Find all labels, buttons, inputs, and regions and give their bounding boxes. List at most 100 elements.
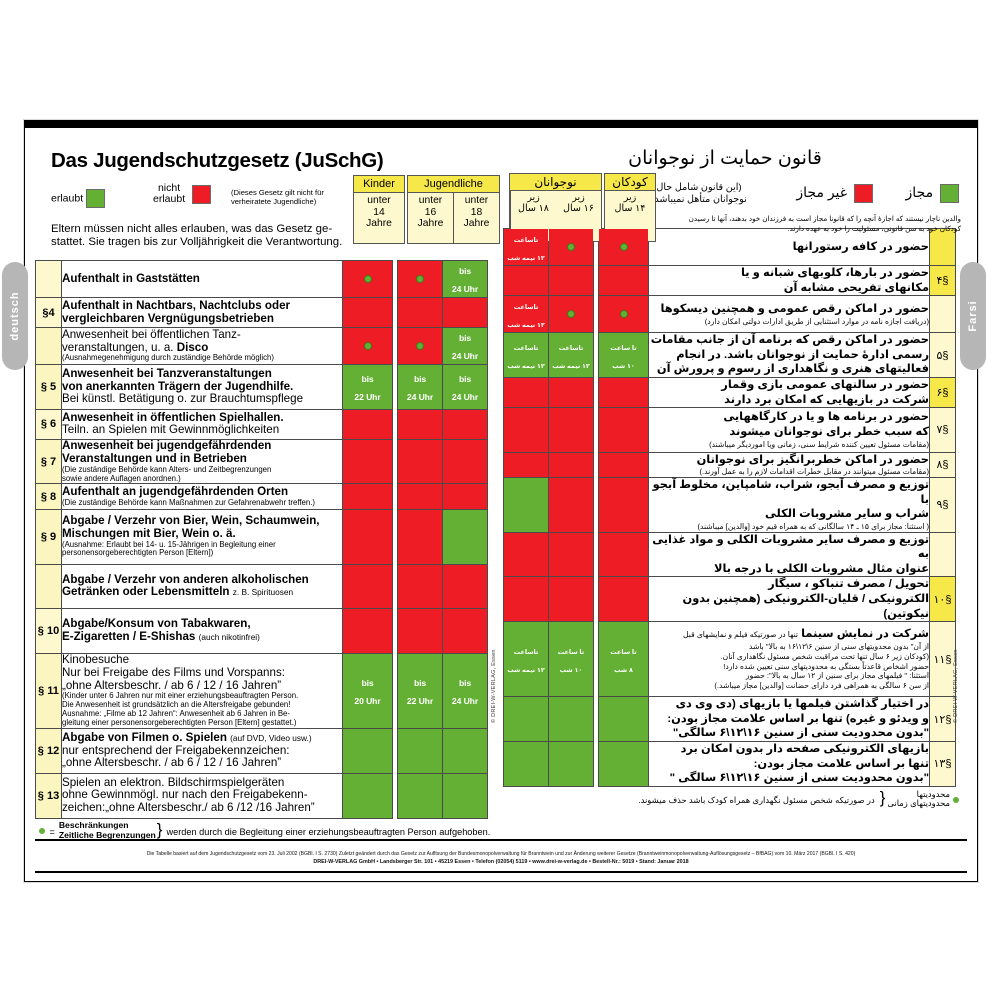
status-cell[interactable] xyxy=(548,741,594,787)
status-cell[interactable] xyxy=(548,228,594,266)
status-cell[interactable]: تا ساعت ۸ شب xyxy=(598,621,649,698)
sidebar-tab-deutsch[interactable]: deutsch xyxy=(2,262,28,370)
status-cell[interactable]: تاساعت ۱۲ نیمه شب xyxy=(503,621,549,698)
status-cell[interactable] xyxy=(598,376,649,409)
status-cell[interactable] xyxy=(598,264,649,297)
row-title: Anwesenheit bei jugendgefährdenden Verans… xyxy=(62,439,272,465)
row-title: در اختیار گذاشتن فیلمها یا بازیهای (دی و… xyxy=(667,698,929,740)
status-cell[interactable] xyxy=(503,264,549,297)
status-cell[interactable] xyxy=(342,608,393,655)
status-cell[interactable] xyxy=(442,508,488,565)
status-cell[interactable] xyxy=(598,477,649,533)
status-cell[interactable] xyxy=(503,531,549,578)
status-cell[interactable]: تاساعت ۱۲ نیمه شب xyxy=(503,295,549,334)
paragraph-number: § 12 xyxy=(35,728,62,774)
status-cell[interactable] xyxy=(598,295,649,334)
status-cell[interactable] xyxy=(342,439,393,485)
status-cell[interactable] xyxy=(442,408,488,441)
status-cell[interactable] xyxy=(397,296,443,329)
dot-icon xyxy=(619,310,628,319)
status-cell[interactable] xyxy=(503,576,549,623)
status-cell[interactable] xyxy=(342,728,393,774)
status-cell[interactable] xyxy=(442,563,488,610)
table-row: §۷ حضور در برنامه ها و یا در کارگاههایی که… xyxy=(503,407,956,453)
status-cell[interactable] xyxy=(442,439,488,485)
row-text-cell: حضور در اماکن رقص که برنامه آن از جانب م… xyxy=(648,332,930,378)
status-cell[interactable]: تاساعت ۱۲ نیمه شب xyxy=(503,228,549,266)
status-cell[interactable] xyxy=(548,696,594,743)
status-cell[interactable] xyxy=(442,483,488,510)
header-u18-age: unter 18 Jahre xyxy=(453,193,499,243)
row-text-cell: Abgabe / Verzehr von Bier, Wein, Schaumw… xyxy=(61,508,343,565)
status-cell[interactable] xyxy=(598,451,649,479)
time-limit-label: تا ساعت ۱۰ شب xyxy=(610,345,637,371)
status-cell[interactable] xyxy=(397,508,443,565)
status-cell[interactable]: bis 22 Uhr xyxy=(397,653,443,730)
status-cell[interactable] xyxy=(442,296,488,329)
status-cell[interactable] xyxy=(598,531,649,578)
status-cell[interactable] xyxy=(548,407,594,453)
status-cell[interactable]: bis 24 Uhr xyxy=(442,653,488,730)
status-cell[interactable]: bis 24 Uhr xyxy=(442,259,488,298)
status-cell[interactable] xyxy=(397,483,443,510)
status-cell[interactable] xyxy=(442,728,488,774)
dot-icon xyxy=(416,274,424,283)
status-cell[interactable] xyxy=(598,228,649,266)
status-cell[interactable] xyxy=(548,451,594,479)
status-cell[interactable] xyxy=(342,563,393,610)
table-row: §۱۲ در اختیار گذاشتن فیلمها یا بازیهای (د… xyxy=(503,696,956,743)
status-cell[interactable] xyxy=(397,728,443,774)
status-cell[interactable]: bis 20 Uhr xyxy=(342,653,393,730)
status-cell[interactable]: bis 22 Uhr xyxy=(342,364,393,410)
status-cell[interactable] xyxy=(598,407,649,453)
status-cell[interactable] xyxy=(442,608,488,655)
status-cell[interactable] xyxy=(397,439,443,485)
german-table: Aufenthalt in Gaststätten bis 24 Uhr §4 Aufe… xyxy=(35,259,488,819)
status-cell[interactable] xyxy=(548,531,594,578)
status-cell[interactable] xyxy=(503,407,549,453)
row-note: (Kinder unter 6 Jahren nur mit einer erz… xyxy=(62,691,299,728)
status-cell[interactable] xyxy=(342,483,393,510)
status-cell[interactable] xyxy=(503,741,549,787)
status-cell[interactable] xyxy=(548,576,594,623)
status-cell[interactable] xyxy=(503,477,549,533)
status-cell[interactable] xyxy=(397,259,443,298)
time-limit-label: bis 20 Uhr xyxy=(354,678,381,707)
farsi-intro-l1: والدین ناچار نیستند که اجازۀ آنچه را که … xyxy=(688,214,961,223)
status-cell[interactable] xyxy=(342,259,393,298)
status-cell[interactable] xyxy=(397,327,443,366)
status-cell[interactable]: bis 24 Uhr xyxy=(442,364,488,410)
row-note: (Ausnahmegenehmigung durch zuständige Be… xyxy=(62,353,274,363)
status-cell[interactable] xyxy=(598,696,649,743)
status-cell[interactable]: تاساعت ۱۲ نیمه شب xyxy=(548,332,594,378)
sidebar-tab-farsi[interactable]: Farsi xyxy=(960,262,986,370)
status-cell[interactable] xyxy=(397,772,443,819)
status-cell[interactable] xyxy=(342,327,393,366)
status-cell[interactable] xyxy=(503,696,549,743)
status-cell[interactable] xyxy=(598,576,649,623)
status-cell[interactable] xyxy=(548,295,594,334)
status-cell[interactable] xyxy=(342,508,393,565)
status-cell[interactable] xyxy=(503,451,549,479)
footnote-term-2: Zeitliche Begrenzungen xyxy=(58,829,156,840)
status-cell[interactable] xyxy=(548,376,594,409)
status-cell[interactable] xyxy=(397,608,443,655)
status-cell[interactable]: تا ساعت ۱۰ شب xyxy=(598,332,649,378)
status-cell[interactable]: bis 24 Uhr xyxy=(442,327,488,366)
row-text-cell: Abgabe von Filmen o. Spielen (auf DVD, V… xyxy=(61,728,343,774)
row-text-cell: Anwesenheit bei jugendgefährdenden Verans… xyxy=(61,439,343,485)
status-cell[interactable] xyxy=(442,772,488,819)
status-cell[interactable]: تا ساعت ۱۰ شب xyxy=(548,621,594,698)
row-text-cell: Spielen an elektron. Bildschirmspielgerä… xyxy=(61,772,343,819)
status-cell[interactable] xyxy=(397,408,443,441)
status-cell[interactable]: bis 24 Uhr xyxy=(397,364,443,410)
status-cell[interactable] xyxy=(548,477,594,533)
status-cell[interactable] xyxy=(503,376,549,409)
status-cell[interactable] xyxy=(397,563,443,610)
status-cell[interactable] xyxy=(342,296,393,329)
status-cell[interactable] xyxy=(342,408,393,441)
status-cell[interactable] xyxy=(598,741,649,787)
status-cell[interactable]: تاساعت ۱۲ نیمه شب xyxy=(503,332,549,378)
status-cell[interactable] xyxy=(548,264,594,297)
status-cell[interactable] xyxy=(342,772,393,819)
